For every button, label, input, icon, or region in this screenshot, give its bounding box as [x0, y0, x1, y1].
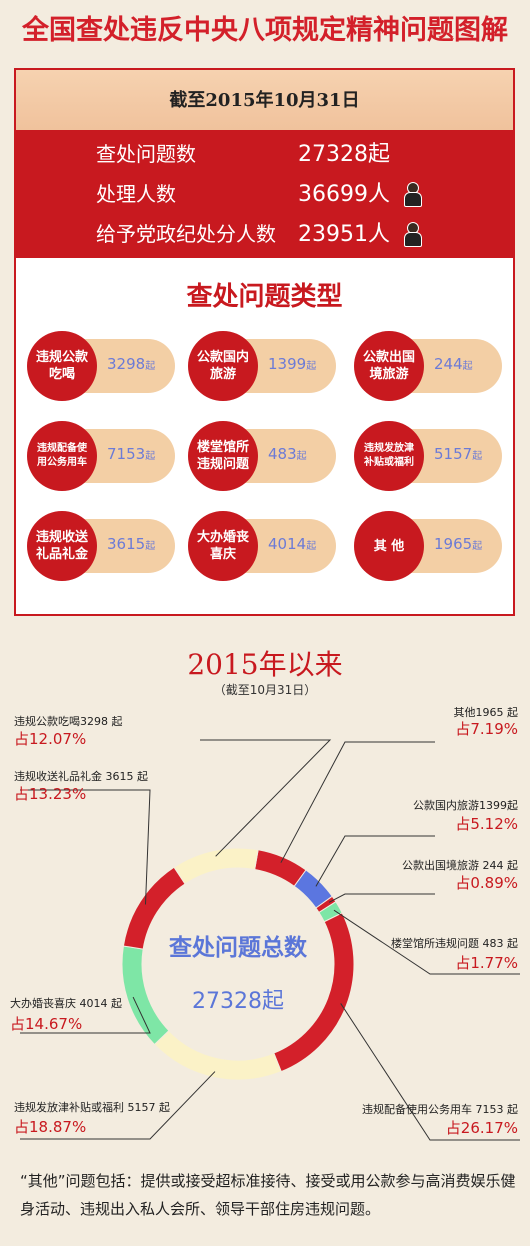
type-value: 4014 [268, 535, 307, 553]
type-name: 违规收送礼品礼金 [27, 511, 97, 581]
type-unit: 起 [472, 451, 483, 462]
type-name: 公款出国境旅游 [354, 331, 424, 401]
type-pill: 违规发放津补贴或福利 5157起 [354, 421, 502, 491]
type-pill: 违规公款吃喝 3298起 [27, 331, 175, 401]
slice-percent-banquets: 占12.07% [14, 730, 87, 748]
slice-label-other: 其他1965 起 [453, 706, 519, 719]
type-value: 5157 [434, 445, 473, 463]
type-name: 违规发放津补贴或福利 [354, 421, 424, 491]
leader-line-domestic-travel [315, 835, 435, 887]
type-pill: 大办婚丧喜庆 4014起 [188, 511, 336, 581]
page-title: 全国查处违反中央八项规定精神问题图解 [22, 15, 508, 46]
leader-line-weddings [20, 996, 151, 1034]
type-unit: 起 [145, 451, 156, 462]
type-value: 1965 [434, 535, 473, 553]
type-unit: 起 [462, 361, 473, 372]
type-pill: 违规收送礼品礼金 3615起 [27, 511, 175, 581]
type-pill: 楼堂馆所违规问题 483起 [188, 421, 336, 491]
slice-label-domestic-travel: 公款国内旅游1399起 [413, 799, 518, 812]
leader-line-overseas-travel [328, 893, 435, 903]
stat-row-punished: 给予党政纪处分人数 23951人 [96, 218, 496, 254]
slice-percent-weddings: 占14.67% [10, 1015, 83, 1033]
type-name: 公款国内旅游 [188, 331, 258, 401]
slice-percent-domestic-travel: 占5.12% [455, 815, 518, 833]
types-title: 查处问题类型 [186, 282, 343, 312]
leader-line-banquets [200, 739, 332, 857]
slice-label-banquets: 违规公款吃喝3298 起 [14, 715, 123, 728]
stat-value: 36699人 [298, 182, 390, 207]
type-unit: 起 [145, 541, 156, 552]
slice-percent-overseas-travel: 占0.89% [455, 874, 518, 892]
slice-percent-other: 占7.19% [455, 720, 518, 738]
slice-label-gifts: 违规收送礼品礼金 3615 起 [14, 770, 148, 783]
stat-value: 23951人 [298, 222, 390, 247]
section2-title: 2015年以来 [187, 648, 343, 681]
type-value: 7153 [107, 445, 146, 463]
stat-row-people: 处理人数 36699人 [96, 178, 496, 214]
summary-panel: 截至2015年10月31日 查处问题数 27328起 处理人数 36699人 给… [14, 68, 515, 616]
type-value: 244 [434, 355, 463, 373]
leader-line-official-cars [340, 1003, 520, 1141]
donut-slice-banquets [173, 847, 259, 885]
slice-label-official-cars: 违规配备使用公务用车 7153 起 [362, 1103, 518, 1116]
person-icon [404, 182, 422, 207]
type-value: 1399 [268, 355, 307, 373]
type-pill: 公款国内旅游 1399起 [188, 331, 336, 401]
type-value: 3298 [107, 355, 146, 373]
type-pill: 公款出国境旅游 244起 [354, 331, 502, 401]
slice-label-buildings: 楼堂馆所违规问题 483 起 [391, 937, 518, 950]
leader-line-buildings [333, 909, 520, 975]
type-unit: 起 [306, 361, 317, 372]
donut-slice-subsidies [153, 1029, 282, 1081]
type-name: 楼堂馆所违规问题 [188, 421, 258, 491]
type-name: 大办婚丧喜庆 [188, 511, 258, 581]
stat-row-issues: 查处问题数 27328起 [96, 138, 496, 174]
slice-percent-official-cars: 占26.17% [445, 1119, 518, 1137]
slice-label-overseas-travel: 公款出国境旅游 244 起 [402, 859, 518, 872]
type-value: 483 [268, 445, 297, 463]
leader-line-subsidies [20, 1071, 216, 1140]
type-unit: 起 [145, 361, 156, 372]
stat-label: 给予党政纪处分人数 [96, 222, 276, 246]
type-unit: 起 [472, 541, 483, 552]
type-unit: 起 [306, 541, 317, 552]
type-unit: 起 [296, 451, 307, 462]
stat-label: 查处问题数 [96, 142, 196, 166]
section2-subtitle: （截至10月31日） [213, 683, 317, 697]
type-name: 其 他 [354, 511, 424, 581]
slice-percent-subsidies: 占18.87% [14, 1118, 87, 1136]
stat-label: 处理人数 [96, 182, 176, 206]
slice-label-weddings: 大办婚丧喜庆 4014 起 [10, 997, 122, 1010]
type-name: 违规公款吃喝 [27, 331, 97, 401]
type-value: 3615 [107, 535, 146, 553]
slice-percent-buildings: 占1.77% [455, 954, 518, 972]
slice-percent-gifts: 占13.23% [14, 785, 87, 803]
donut-center-title: 查处问题总数 [169, 935, 307, 961]
stat-value: 27328起 [298, 142, 390, 167]
leader-line-gifts [20, 789, 151, 905]
type-pill: 其 他 1965起 [354, 511, 502, 581]
slice-label-subsidies: 违规发放津补贴或福利 5157 起 [14, 1101, 170, 1114]
date-line: 截至2015年10月31日 [16, 70, 513, 130]
stats-block: 查处问题数 27328起 处理人数 36699人 给予党政纪处分人数 23951… [16, 130, 513, 258]
leader-line-other [280, 741, 435, 863]
person-icon [404, 222, 422, 247]
donut-center-value: 27328起 [192, 989, 284, 1014]
type-name: 违规配备使用公务用车 [27, 421, 97, 491]
type-pill: 违规配备使用公务用车 7153起 [27, 421, 175, 491]
footnote: “其他”问题包括：提供或接受超标准接待、接受或用公款参与高消费娱乐健身活动、违规… [20, 1172, 516, 1218]
